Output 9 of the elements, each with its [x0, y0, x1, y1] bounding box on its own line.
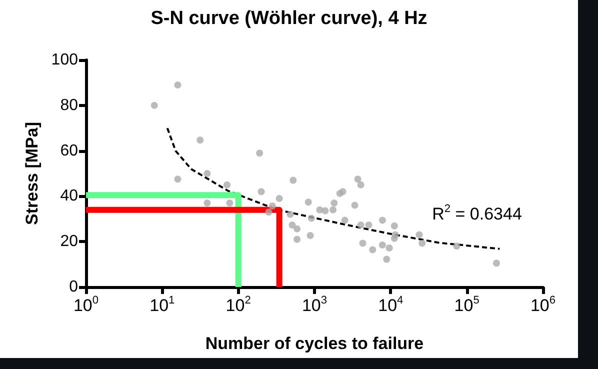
x-axis-title: Number of cycles to failure: [205, 334, 424, 353]
y-tick-label: 100: [51, 52, 78, 68]
y-tick-label: 80: [60, 96, 78, 114]
chart-title: S-N curve (Wöhler curve), 4 Hz: [150, 8, 428, 29]
y-tick-label: 20: [60, 233, 78, 250]
y-axis-title: Stress [MPa]: [22, 122, 42, 225]
y-tick-label: 0: [69, 278, 78, 296]
y-tick-label: 40: [60, 188, 78, 205]
y-tick-label: 60: [60, 142, 78, 160]
